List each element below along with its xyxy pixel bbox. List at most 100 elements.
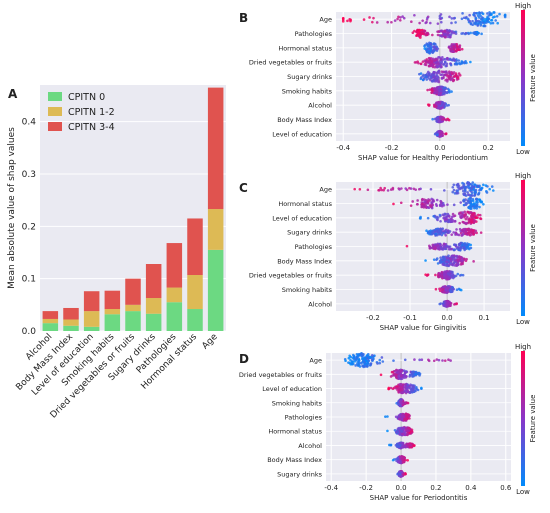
shap-point	[427, 104, 431, 107]
xtick: 0.0	[395, 484, 406, 492]
shap-point	[426, 216, 430, 220]
shap-point	[432, 75, 435, 78]
shap-point	[427, 47, 430, 50]
shap-point	[461, 273, 465, 277]
shap-point	[348, 361, 352, 365]
panel-a-bar-0	[104, 314, 121, 331]
feature-label: Hormonal status	[278, 44, 332, 52]
shap-point	[438, 204, 442, 208]
shap-point	[425, 229, 428, 233]
shap-point	[441, 92, 445, 95]
panel-a-bar-2	[187, 218, 203, 275]
shap-point	[411, 31, 415, 35]
shap-point	[428, 21, 432, 25]
panel-a-legend-label: CPITN 0	[68, 92, 105, 103]
shap-point	[496, 21, 499, 25]
shap-point	[432, 214, 435, 218]
panel-a-bar-2	[166, 243, 183, 288]
shap-point	[440, 271, 444, 275]
shap-point	[404, 376, 408, 379]
shap-point	[447, 358, 450, 362]
shap-point	[425, 274, 429, 277]
shap-point	[434, 76, 437, 79]
shap-point	[437, 104, 440, 108]
shap-point	[396, 456, 400, 460]
shap-point	[439, 61, 442, 65]
shap-point	[473, 14, 477, 18]
feature-label: Hormonal status	[278, 200, 332, 208]
shap-point	[442, 63, 445, 66]
shap-point	[417, 187, 421, 191]
shap-point	[369, 362, 373, 365]
shap-point	[447, 31, 450, 34]
shap-point	[438, 287, 441, 291]
shap-point	[442, 103, 445, 106]
shap-point	[483, 21, 486, 25]
panel-a-bar-1	[166, 287, 183, 303]
shap-point	[446, 287, 449, 291]
shap-point	[416, 199, 419, 202]
xtick: 0.4	[465, 484, 477, 492]
shap-point	[443, 257, 447, 261]
shap-point	[423, 200, 426, 204]
shap-point	[432, 359, 436, 363]
shap-point	[466, 193, 470, 196]
shap-point	[450, 90, 453, 93]
shap-point	[450, 17, 454, 20]
shap-point	[399, 399, 402, 403]
shap-point	[393, 428, 397, 432]
shap-point	[384, 415, 387, 418]
shap-point	[454, 21, 457, 24]
shap-point	[402, 445, 405, 448]
shap-point	[471, 23, 474, 27]
shap-point	[424, 21, 427, 25]
shap-point	[478, 198, 481, 201]
shap-point	[449, 262, 452, 265]
shap-point	[386, 189, 390, 192]
shap-point	[466, 191, 469, 194]
shap-point	[445, 264, 448, 267]
shap-point	[455, 42, 459, 46]
shap-point	[426, 61, 429, 64]
shap-point	[432, 71, 436, 75]
panel-d: -0.4 -0.2 0.0 0.2 0.4 0.6 SHAP value for Perio…	[239, 343, 537, 502]
shap-point	[401, 432, 404, 436]
panel-a-bar-1	[187, 274, 203, 310]
shap-point	[447, 118, 450, 121]
shap-point	[440, 20, 443, 24]
shap-point	[452, 183, 456, 187]
feature-label: Smoking habits	[282, 87, 333, 95]
shap-point	[485, 191, 489, 194]
shap-point	[436, 33, 440, 37]
shap-point	[425, 42, 429, 46]
shap-point	[444, 118, 448, 122]
shap-point	[446, 80, 449, 83]
shap-point	[436, 75, 440, 79]
shap-point	[409, 204, 413, 207]
shap-point	[441, 227, 445, 230]
shap-point	[458, 258, 461, 261]
shap-point	[478, 205, 481, 209]
shap-point	[436, 218, 439, 222]
shap-point	[422, 73, 425, 77]
shap-point	[444, 275, 448, 278]
feature-label: Alcohol	[308, 300, 332, 308]
xtick: -0.2	[366, 314, 380, 322]
shap-point	[399, 401, 403, 405]
shap-point	[439, 219, 442, 223]
shap-point	[419, 215, 422, 219]
shap-point	[449, 48, 453, 51]
shap-point	[366, 188, 370, 192]
shap-point	[458, 288, 462, 291]
shap-point	[390, 370, 394, 374]
feature-label: Smoking habits	[282, 286, 333, 294]
shap-point	[448, 35, 452, 39]
shap-point	[440, 118, 444, 121]
shap-point	[490, 13, 493, 16]
shap-point	[414, 61, 418, 64]
panel-a-bar-0	[125, 311, 141, 331]
shap-point	[427, 231, 430, 234]
shap-point	[406, 458, 409, 462]
shap-point	[459, 247, 462, 251]
